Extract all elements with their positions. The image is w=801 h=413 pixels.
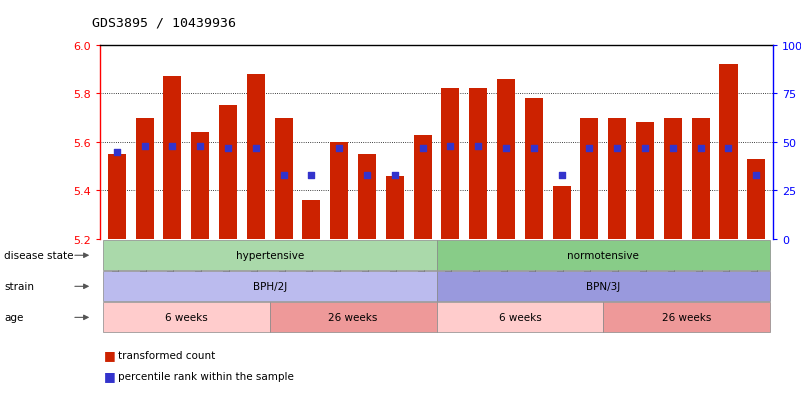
Bar	[163, 77, 182, 240]
Text: 26 weeks: 26 weeks	[328, 313, 378, 323]
Point	[417, 145, 429, 152]
Bar	[664, 118, 682, 240]
Point	[638, 145, 651, 152]
Bar	[358, 154, 376, 240]
Point	[333, 145, 346, 152]
Bar	[441, 89, 460, 240]
Bar	[108, 154, 126, 240]
Point	[555, 172, 568, 179]
Bar	[719, 65, 738, 240]
Bar	[636, 123, 654, 240]
Bar	[413, 135, 432, 240]
Point	[500, 145, 513, 152]
Text: BPH/2J: BPH/2J	[252, 282, 287, 292]
Point	[611, 145, 624, 152]
Point	[277, 172, 290, 179]
Bar	[525, 99, 543, 240]
Point	[472, 143, 485, 150]
Bar	[135, 118, 154, 240]
Bar	[191, 133, 209, 240]
Point	[388, 172, 401, 179]
Bar	[747, 159, 765, 240]
Bar	[330, 142, 348, 240]
Point	[194, 143, 207, 150]
Point	[583, 145, 596, 152]
Text: strain: strain	[4, 282, 34, 292]
Bar	[608, 118, 626, 240]
Bar	[497, 79, 515, 240]
Bar	[275, 118, 292, 240]
Point	[444, 143, 457, 150]
Text: ■: ■	[104, 349, 116, 362]
Bar	[303, 201, 320, 240]
Bar	[469, 89, 487, 240]
Point	[750, 172, 763, 179]
Point	[694, 145, 707, 152]
Bar	[386, 176, 404, 240]
Bar	[247, 75, 265, 240]
Bar	[553, 186, 570, 240]
Bar	[219, 106, 237, 240]
Point	[305, 172, 318, 179]
Bar	[691, 118, 710, 240]
Text: transformed count: transformed count	[118, 350, 215, 360]
Text: 6 weeks: 6 weeks	[165, 313, 207, 323]
Text: 26 weeks: 26 weeks	[662, 313, 711, 323]
Point	[111, 149, 123, 156]
Text: ■: ■	[104, 369, 116, 382]
Text: age: age	[4, 313, 23, 323]
Bar	[581, 118, 598, 240]
Point	[527, 145, 540, 152]
Text: GDS3895 / 10439936: GDS3895 / 10439936	[92, 17, 236, 29]
Point	[360, 172, 373, 179]
Text: disease state: disease state	[4, 251, 74, 261]
Point	[139, 143, 151, 150]
Point	[666, 145, 679, 152]
Text: normotensive: normotensive	[567, 251, 639, 261]
Point	[722, 145, 735, 152]
Text: percentile rank within the sample: percentile rank within the sample	[118, 371, 294, 381]
Point	[222, 145, 235, 152]
Text: BPN/3J: BPN/3J	[586, 282, 621, 292]
Point	[249, 145, 262, 152]
Text: hypertensive: hypertensive	[235, 251, 304, 261]
Point	[166, 143, 179, 150]
Text: 6 weeks: 6 weeks	[498, 313, 541, 323]
